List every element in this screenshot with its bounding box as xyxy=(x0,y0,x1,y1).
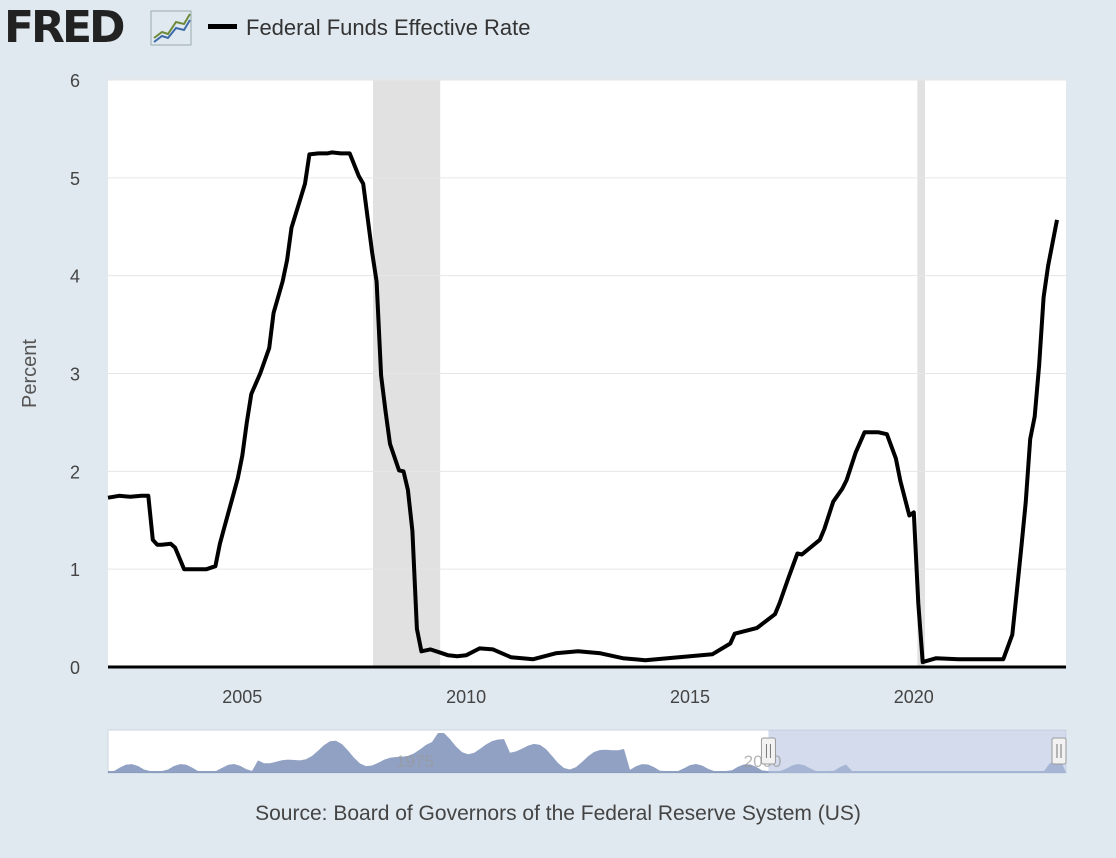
fred-logo-text: FRED xyxy=(4,2,126,53)
header: FRED Federal Funds Effective Rate xyxy=(0,0,1116,56)
x-tick-label: 2015 xyxy=(670,687,710,707)
navigator-series-area xyxy=(108,733,1066,773)
legend-line-swatch xyxy=(208,24,237,29)
navigator-tick-label: 1975 xyxy=(396,752,434,771)
fred-logo[interactable]: FRED xyxy=(4,2,126,54)
y-tick-label: 5 xyxy=(70,169,80,189)
y-tick-label: 4 xyxy=(70,267,80,287)
chart: 01234562005201020152020Percent19752000 xyxy=(19,71,1067,774)
x-tick-label: 2020 xyxy=(894,687,934,707)
y-tick-label: 1 xyxy=(70,560,80,580)
y-tick-label: 2 xyxy=(70,462,80,482)
y-tick-label: 0 xyxy=(70,658,80,678)
fred-logo-graph-icon xyxy=(150,10,192,46)
navigator-selected-window[interactable] xyxy=(768,730,1066,773)
source-note: Source: Board of Governors of the Federa… xyxy=(255,802,861,825)
y-axis-label: Percent xyxy=(19,339,41,408)
y-tick-label: 6 xyxy=(70,71,80,91)
navigator-left-handle[interactable] xyxy=(760,737,776,765)
series-line[interactable] xyxy=(107,150,1059,665)
y-tick-label: 3 xyxy=(70,365,80,385)
x-tick-label: 2005 xyxy=(222,687,262,707)
legend-label[interactable]: Federal Funds Effective Rate xyxy=(246,15,531,40)
navigator-right-handle[interactable] xyxy=(1051,737,1067,765)
x-tick-label: 2010 xyxy=(446,687,486,707)
